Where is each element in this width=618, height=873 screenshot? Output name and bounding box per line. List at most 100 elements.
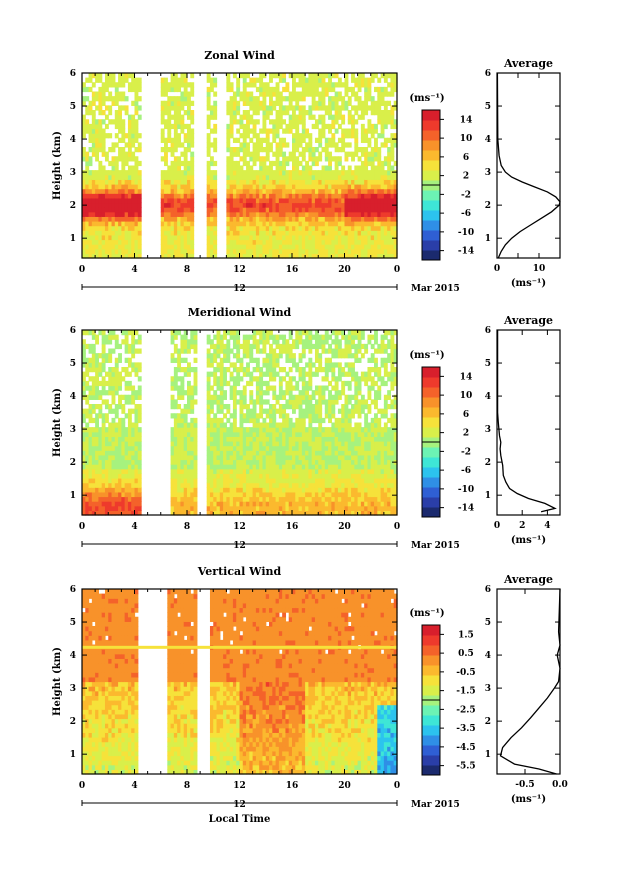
heatmap-cell <box>321 348 326 354</box>
heatmap-cell <box>354 137 359 143</box>
heatmap-cell <box>124 399 129 405</box>
heatmap-cell <box>137 334 142 340</box>
heatmap-cell <box>206 91 211 97</box>
heatmap-cell <box>246 211 250 217</box>
heatmap-cell <box>255 394 260 400</box>
heatmap-cell <box>367 221 372 227</box>
heatmap-cell <box>311 147 316 153</box>
heatmap-cell <box>354 234 359 241</box>
heatmap-cell <box>246 413 250 419</box>
heatmap-cell <box>88 431 93 437</box>
heatmap-cell <box>88 253 93 259</box>
heatmap-cell <box>206 487 211 493</box>
heatmap-cell <box>275 473 280 479</box>
heatmap-cell <box>328 367 332 373</box>
heatmap-cell <box>114 193 119 199</box>
heatmap-cell <box>298 510 303 516</box>
heatmap-cell <box>383 230 388 236</box>
heatmap-cell <box>108 487 113 493</box>
heatmap-cell <box>380 174 385 180</box>
heatmap-cell <box>229 413 234 419</box>
heatmap-cell <box>118 459 122 465</box>
heatmap-cell <box>351 73 355 79</box>
heatmap-cell <box>104 184 109 190</box>
heatmap-cell <box>295 156 300 162</box>
heatmap-cell <box>288 505 293 511</box>
heatmap-cell <box>232 501 237 507</box>
heatmap-cell <box>85 367 90 373</box>
y-tick-label: 3 <box>70 168 76 178</box>
heatmap-cell <box>164 156 168 162</box>
heatmap-cell <box>118 128 122 134</box>
heatmap-cell <box>308 330 313 336</box>
heatmap-cell <box>108 96 113 102</box>
heatmap-cell <box>101 202 106 208</box>
heatmap-cell <box>249 96 254 102</box>
heatmap-cell <box>101 357 106 363</box>
heatmap-cell <box>180 248 185 254</box>
heatmap-cell <box>288 216 293 222</box>
heatmap-cell <box>209 473 214 479</box>
heatmap-cell <box>269 147 273 153</box>
heatmap-cell <box>272 234 277 241</box>
heatmap-cell <box>98 119 103 125</box>
heatmap-cell <box>134 193 139 199</box>
heatmap-cell <box>167 211 172 217</box>
heatmap-cell <box>367 253 372 259</box>
heatmap-cell <box>344 91 349 97</box>
heatmap-cell <box>393 221 398 227</box>
heatmap-cell <box>104 454 109 461</box>
heatmap-cell <box>167 221 172 227</box>
heatmap-cell <box>370 151 375 157</box>
heatmap-cell <box>275 100 280 106</box>
heatmap-cell <box>305 464 310 470</box>
heatmap-cell <box>298 441 303 447</box>
heatmap-cell <box>360 137 365 143</box>
heatmap-cell <box>101 385 106 391</box>
heatmap-cell <box>282 244 287 250</box>
heatmap-cell <box>278 100 283 106</box>
heatmap-cell <box>282 478 287 484</box>
heatmap-cell <box>167 230 172 236</box>
heatmap-cell <box>318 431 323 437</box>
heatmap-cell <box>232 422 237 428</box>
heatmap-cell <box>164 142 168 148</box>
heatmap-cell <box>295 436 300 442</box>
heatmap-cell <box>114 459 119 465</box>
heatmap-cell <box>183 339 188 345</box>
heatmap-cell <box>360 248 365 254</box>
heatmap-cell <box>324 413 329 419</box>
heatmap-cell <box>180 459 185 465</box>
heatmap-cell <box>95 427 100 433</box>
heatmap-cell <box>321 202 326 208</box>
heatmap-cell <box>193 417 198 424</box>
heatmap-cell <box>170 459 175 465</box>
heatmap-cell <box>104 193 109 199</box>
heatmap-cell <box>164 230 168 236</box>
heatmap-cell <box>121 151 126 157</box>
heatmap-cell <box>236 253 241 259</box>
heatmap-cell <box>91 505 96 511</box>
heatmap-cell <box>324 436 329 442</box>
heatmap-cell <box>360 207 365 213</box>
heatmap-cell <box>278 431 283 437</box>
heatmap-cell <box>347 110 352 116</box>
heatmap-cell <box>288 491 293 498</box>
heatmap-cell <box>177 179 182 185</box>
heatmap-cell <box>95 77 100 83</box>
heatmap-cell <box>272 348 277 354</box>
heatmap-cell <box>167 165 172 171</box>
heatmap-cell <box>108 510 113 516</box>
heatmap-cell <box>91 445 96 451</box>
heatmap-cell <box>239 431 244 437</box>
heatmap-cell <box>242 82 247 88</box>
heatmap-cell <box>127 73 132 79</box>
heatmap-cell <box>269 343 273 350</box>
heatmap-cell <box>193 468 198 474</box>
heatmap-cell <box>242 156 247 162</box>
heatmap-cell <box>173 128 178 134</box>
heatmap-cell <box>137 427 142 433</box>
heatmap-cell <box>370 184 375 190</box>
heatmap-cell <box>226 496 231 502</box>
heatmap-cell <box>180 216 185 222</box>
